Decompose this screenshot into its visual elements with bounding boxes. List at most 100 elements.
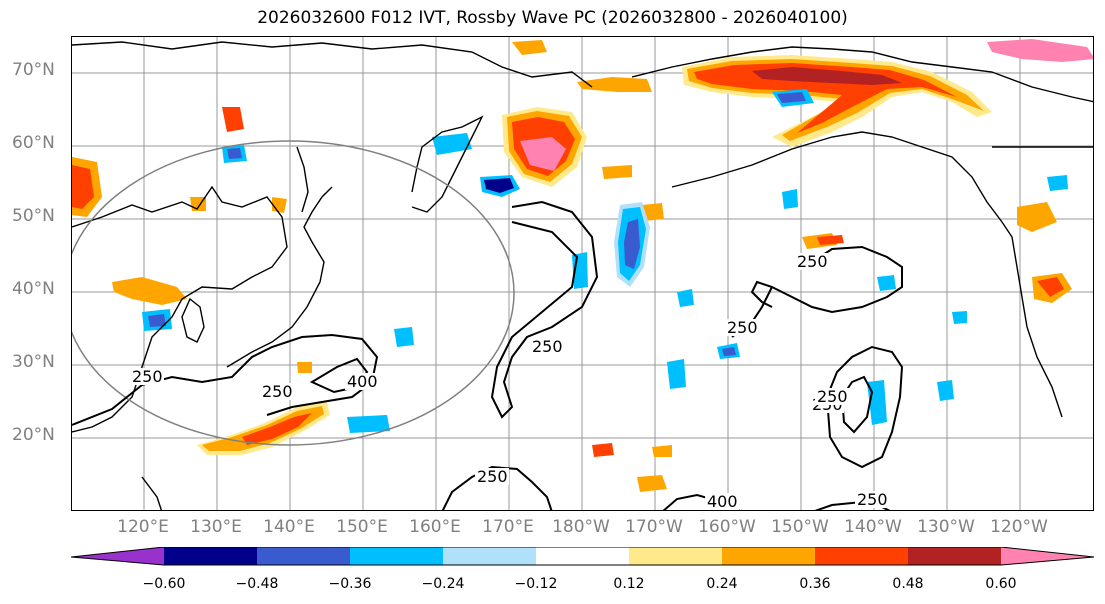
ivt-neg-blob — [227, 148, 242, 159]
contour-label-bg — [345, 373, 379, 390]
longitude-label: 130°W — [917, 517, 975, 537]
ivt-neg-blob — [677, 289, 694, 307]
contour-label: 250 — [857, 490, 888, 509]
ivt-blob-pnw — [1017, 202, 1057, 232]
longitude-label: 170°E — [482, 517, 534, 537]
colorbar-segment — [257, 547, 350, 565]
coastline-kamchatka — [411, 115, 484, 213]
latitude-label: 40°N — [12, 279, 55, 299]
ivt-contour-400 — [840, 375, 874, 434]
ivt-blob-sea — [592, 443, 614, 457]
ivt-contour-400 — [309, 357, 369, 394]
colorbar-tick-label: 0.12 — [613, 576, 645, 592]
colorbar-segment — [722, 547, 815, 565]
ivt-neg-blob — [722, 347, 736, 356]
colorbar-segment — [1001, 547, 1094, 565]
ivt-blob-nw — [987, 39, 1093, 62]
ivt-neg-blob — [624, 219, 640, 269]
ivt-blob-kuroshio — [242, 413, 312, 445]
coastline-japan — [226, 186, 333, 368]
contour-label: 250 — [262, 382, 293, 401]
ivt-neg-blob — [484, 178, 514, 193]
contour-label: 400 — [707, 492, 738, 511]
ivt-blob-sea — [642, 203, 664, 221]
colorbar-tick-label: 0.36 — [799, 576, 831, 592]
colorbar-segment — [536, 547, 629, 565]
latitude-label: 50°N — [12, 206, 55, 226]
colorbar-segment — [443, 547, 536, 565]
ivt-blob-sea — [602, 165, 632, 179]
ivt-contour-250 — [490, 200, 599, 419]
contour-label-bg — [260, 383, 294, 400]
colorbar-tick-label: 0.48 — [892, 576, 924, 592]
colorbar-tick-label: 0.24 — [706, 576, 738, 592]
ivt-blob-sea — [272, 197, 287, 213]
map-canvas: 250250400250250250250400250250250 — [72, 37, 1093, 511]
contour-label: 250 — [132, 367, 163, 386]
colorbar-tick-label: −0.60 — [142, 576, 186, 592]
ivt-neg-blob — [777, 92, 806, 103]
coastline-siberia-north — [72, 41, 593, 88]
contour-label-bg — [725, 319, 759, 336]
contour-label: 250 — [797, 252, 828, 271]
contour-label: 250 — [477, 467, 508, 486]
contour-label-bg — [705, 493, 739, 510]
contour-label-bg — [855, 491, 889, 508]
longitude-label: 160°E — [409, 517, 461, 537]
ivt-neg-blob — [782, 189, 798, 209]
map-title: 2026032600 F012 IVT, Rossby Wave PC (202… — [257, 8, 848, 28]
ivt-contours — [72, 200, 904, 510]
colorbar-segment — [350, 547, 443, 565]
contour-label: 250 — [532, 337, 563, 356]
ivt-blob-left — [72, 165, 94, 209]
ivt-neg-blob — [347, 415, 390, 433]
ivt-contour-250 — [825, 345, 904, 469]
colorbar-segment — [164, 547, 257, 565]
contour-label: 250 — [727, 318, 758, 337]
coastline-alaska-north — [631, 46, 1093, 103]
ivt-neg-blob — [952, 311, 967, 324]
colorbar-segment — [629, 547, 722, 565]
colorbar-outline — [71, 547, 1094, 566]
colorbar-tick-label: −0.48 — [235, 576, 279, 592]
longitude-label: 140°E — [263, 517, 315, 537]
ivt-neg-blob — [432, 133, 472, 155]
latitude-label: 20°N — [12, 425, 55, 445]
colorbar-tick-label: 0.60 — [985, 576, 1017, 592]
ivt-neg-blob — [1047, 175, 1068, 191]
coastline-alaska — [671, 131, 1063, 418]
ivt-blob-north — [577, 77, 652, 92]
map-panel: 250250400250250250250400250250250 — [71, 36, 1094, 511]
ivt-neg-blob — [937, 380, 954, 401]
ivt-blob-sea — [637, 475, 667, 492]
longitude-label: 150°E — [336, 517, 388, 537]
ivt-blob-bering — [520, 137, 566, 171]
ivt-blob-sea — [817, 235, 844, 245]
latitude-label: 60°N — [12, 133, 55, 153]
colorbar-tick-label: −0.24 — [421, 576, 465, 592]
longitude-label: 120°E — [117, 517, 169, 537]
colorbar-segment — [71, 547, 164, 565]
ivt-blob-sea — [652, 445, 672, 457]
ivt-neg-blob — [877, 275, 896, 291]
coastline-korea — [181, 297, 205, 343]
ivt-blob-sea — [222, 107, 244, 132]
ivt-neg-blob — [148, 314, 166, 327]
latitude-label: 70°N — [12, 60, 55, 80]
contour-label-bg — [795, 253, 829, 270]
ivt-shading-positive — [72, 39, 1093, 492]
colorbar-tick-label: −0.36 — [328, 576, 372, 592]
ivt-contour-250 — [750, 245, 903, 314]
colorbar — [71, 547, 1094, 566]
ivt-shading-negative — [142, 89, 1068, 433]
longitude-label: 120°W — [990, 517, 1048, 537]
colorbar-tick-label: −0.12 — [514, 576, 558, 592]
range-circle — [72, 140, 515, 446]
longitude-label: 160°W — [698, 517, 756, 537]
longitude-label: 170°W — [625, 517, 683, 537]
longitude-label: 130°E — [190, 517, 242, 537]
contour-label-bg — [130, 368, 164, 385]
colorbar-segment — [908, 547, 1001, 565]
longitude-label: 180°W — [552, 517, 610, 537]
ivt-blob-wus — [1037, 277, 1064, 297]
